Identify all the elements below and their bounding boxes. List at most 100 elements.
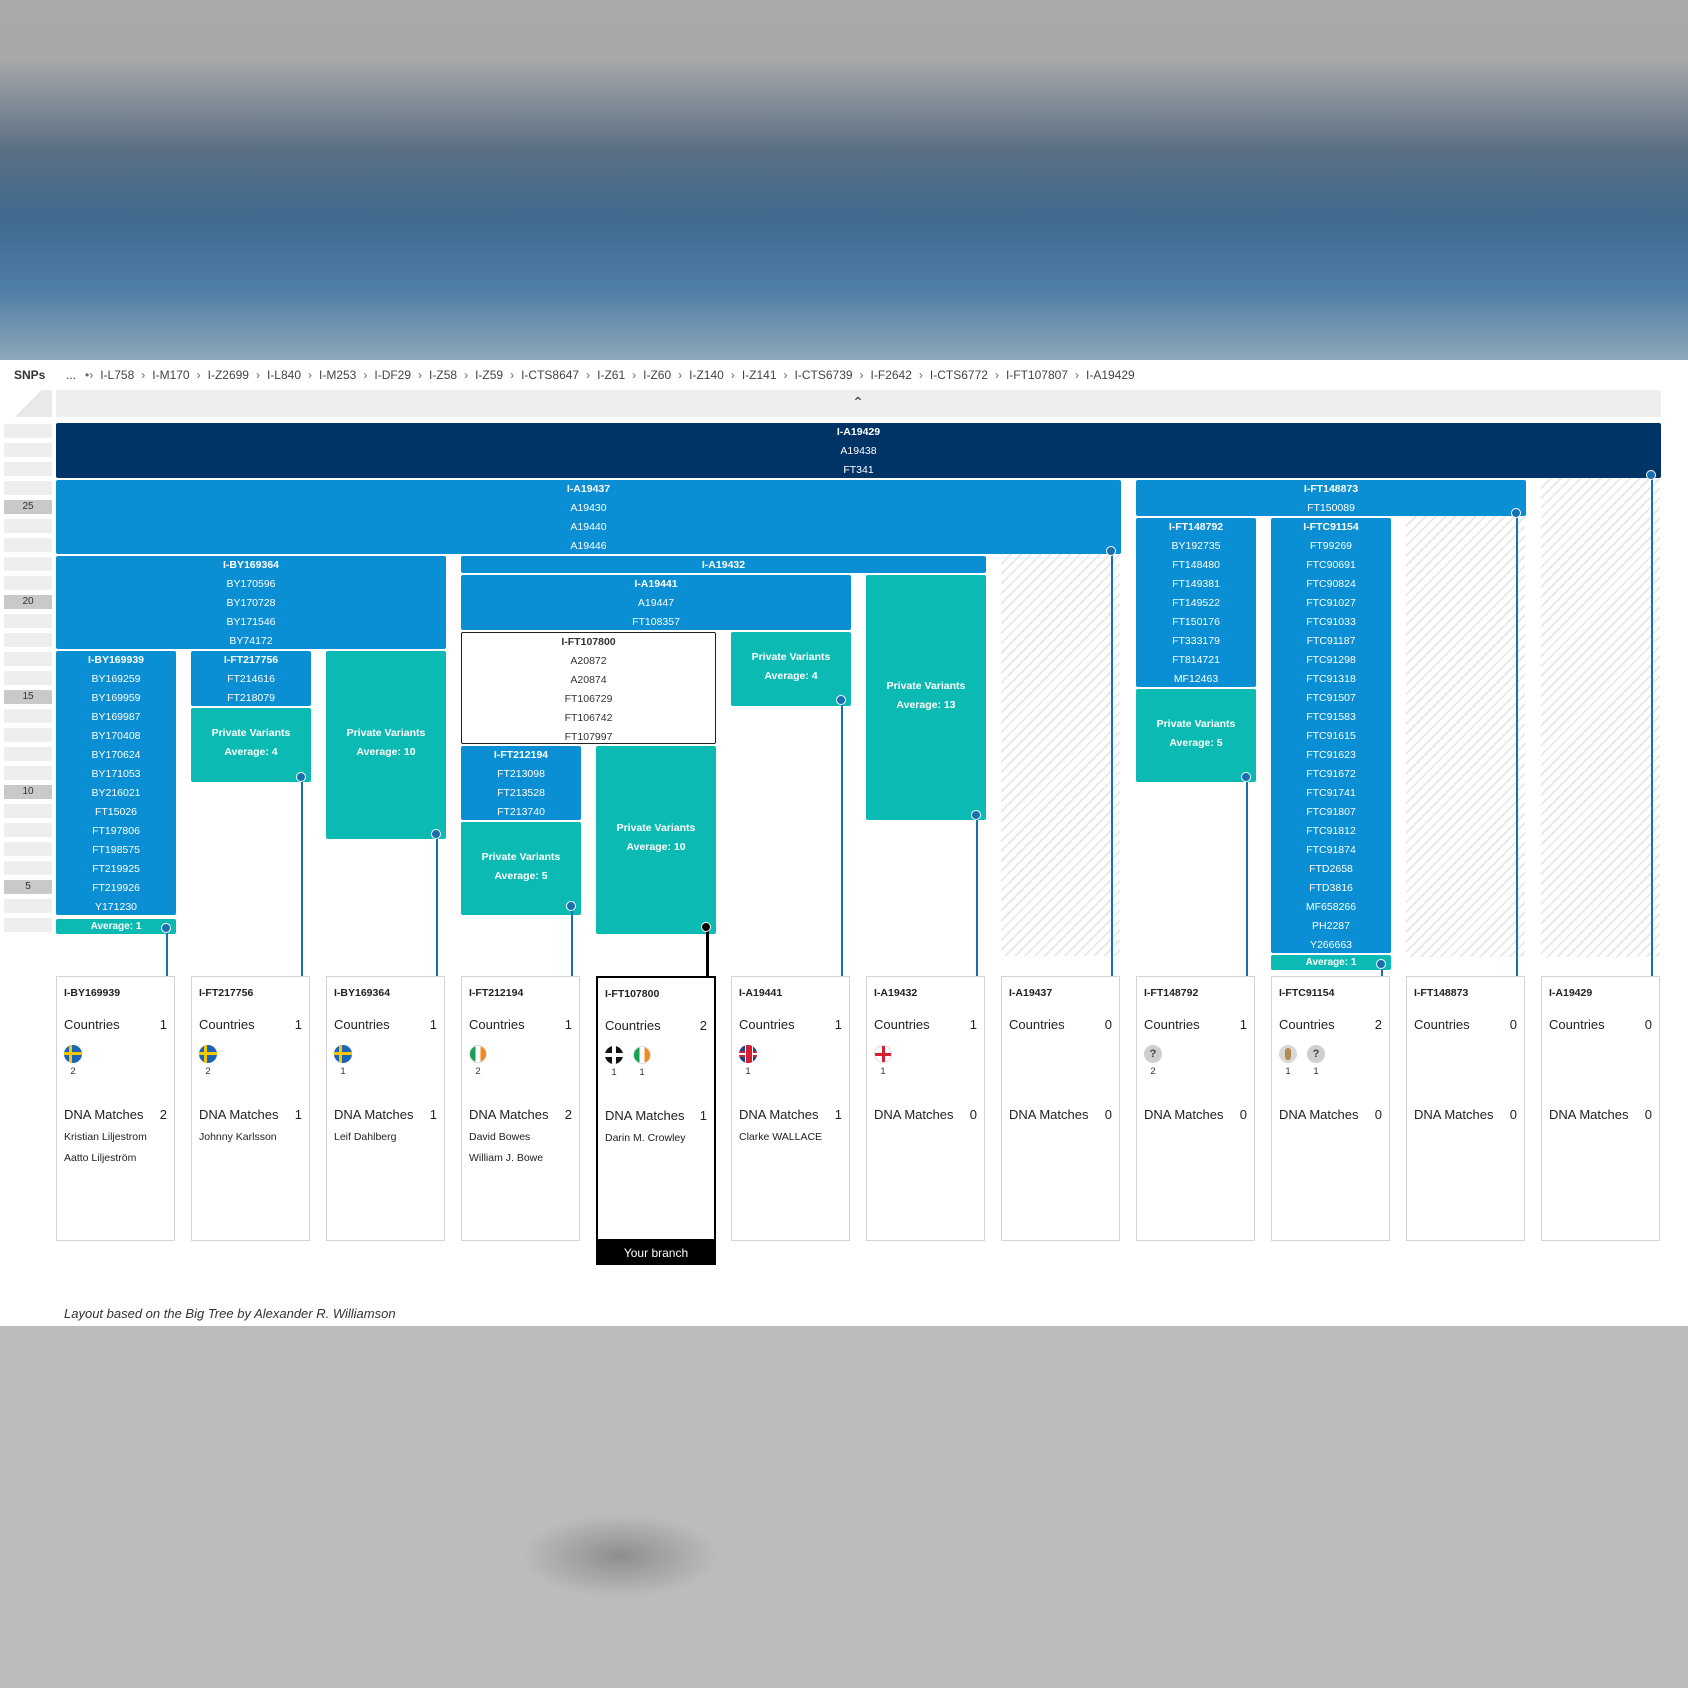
branch-name: I-FT148873 [1303,483,1359,495]
snp-label: PH2287 [1312,920,1350,932]
branch-card[interactable]: I-FT212194 Countries 1 2 DNA Matches 2 David B… [461,976,580,1241]
branch-block-a19437[interactable]: I-A19437 A19430 A19440 A19446 [56,480,1121,554]
branch-block-ftc91154[interactable]: I-FTC91154 FT99269 FTC90691 FTC90824 FTC9102… [1271,518,1391,953]
unknown-flag-icon[interactable]: ? [1307,1045,1325,1063]
ruler-row [4,462,52,476]
private-variants-ft217756[interactable]: Private Variants Average: 4 [191,708,311,782]
chevron-up-icon[interactable]: ⌃ [852,394,864,410]
dna-matches-label: DNA Matches [1009,1107,1089,1122]
countries-count: 1 [834,1017,842,1032]
private-variants-ft107800[interactable]: Private Variants Average: 10 [596,746,716,934]
breadcrumb-item[interactable]: I-Z58 [429,368,458,382]
branch-card[interactable]: I-FT107800 Countries 2 1 1 DNA Matches 1 Darin … [596,976,716,1241]
private-variants-a19432[interactable]: Private Variants Average: 13 [866,575,986,820]
breadcrumb-item[interactable]: I-Z61 [597,368,626,382]
branch-block-by169939[interactable]: I-BY169939 BY169259 BY169959 BY169987 BY1704… [56,651,176,915]
cornwall-flag-icon[interactable] [605,1046,623,1064]
branch-block-a19441[interactable]: I-A19441 A19447 FT108357 [461,575,851,630]
private-variants-ft212194[interactable]: Private Variants Average: 5 [461,822,581,915]
match-name[interactable]: Johnny Karlsson [199,1131,277,1143]
match-name[interactable]: Aatto Liljeström [64,1152,137,1164]
branch-card[interactable]: I-A19437 Countries 0 DNA Matches 0 [1001,976,1120,1241]
breadcrumb-item[interactable]: I-CTS8647 [521,368,580,382]
ruler-row [4,861,52,875]
private-variants-by169364[interactable]: Private Variants Average: 10 [326,651,446,839]
branch-name: I-FT217756 [223,654,279,666]
breadcrumb-item[interactable]: I-Z59 [475,368,504,382]
breadcrumb-item[interactable]: I-L840 [266,368,301,382]
match-name[interactable]: Leif Dahlberg [334,1131,397,1143]
dna-matches-count: 1 [834,1107,842,1122]
ruler-row [4,519,52,533]
branch-block-ft212194[interactable]: I-FT212194 FT213098 FT213528 FT213740 [461,746,581,820]
england-flag-icon[interactable] [874,1045,892,1063]
breadcrumb-item[interactable]: I-DF29 [374,368,412,382]
ireland-flag-icon[interactable] [469,1045,487,1063]
branch-card[interactable]: I-BY169939 Countries 1 2 DNA Matches 2 Kristia… [56,976,175,1241]
branch-card[interactable]: I-FT148873 Countries 0 DNA Matches 0 [1406,976,1525,1241]
snp-label: FT219925 [92,863,140,875]
breadcrumb-item[interactable]: I-F2642 [870,368,912,382]
branch-block-ft148792[interactable]: I-FT148792 BY192735 FT148480 FT149381 FT1495… [1136,518,1256,687]
snp-label: FT333179 [1172,635,1220,647]
breadcrumb-item[interactable]: I-Z140 [689,368,724,382]
flag-count: 2 [475,1066,481,1077]
ireland-flag-icon[interactable] [633,1046,651,1064]
snp-label: FT15026 [94,806,138,818]
sweden-flag-icon[interactable] [64,1045,82,1063]
branch-card[interactable]: I-A19441 Countries 1 1 DNA Matches 1 Clarke WA… [731,976,850,1241]
branch-block-by169364[interactable]: I-BY169364 BY170596 BY170728 BY171546 BY7417… [56,556,446,649]
branch-block-ft217756[interactable]: I-FT217756 FT214616 FT218079 [191,651,311,706]
snp-label: FT213740 [497,806,545,818]
branch-block-ft148873[interactable]: I-FT148873 FT150089 [1136,480,1526,516]
card-title: I-BY169364 [334,987,391,999]
sweden-flag-icon[interactable] [334,1045,352,1063]
snp-label: BY169959 [91,692,141,704]
branch-card[interactable]: I-BY169364 Countries 1 1 DNA Matches 1 Leif Da… [326,976,445,1241]
snp-label: FT108357 [632,616,680,628]
breadcrumb-item[interactable]: I-L758 [100,368,135,382]
breadcrumb-item[interactable]: I-FT107807 [1005,368,1068,382]
branch-card[interactable]: I-FT148792 Countries 1? 2 DNA Matches 0 [1136,976,1255,1241]
collapse-bar[interactable] [56,390,1661,417]
match-name[interactable]: William J. Bowe [469,1152,544,1164]
branch-block-ft107800[interactable]: I-FT107800 A20872 A20874 FT106729 FT106742 FT… [461,632,716,744]
match-name[interactable]: Kristian Liljestrom [64,1131,147,1143]
snp-label: FT198575 [92,844,140,856]
uk-flag-icon[interactable] [739,1045,757,1063]
snp-label: FTD2658 [1309,863,1353,875]
breadcrumb-item[interactable]: I-CTS6739 [794,368,853,382]
sweden-flag-icon[interactable] [199,1045,217,1063]
private-variants-a19441[interactable]: Private Variants Average: 4 [731,632,851,706]
branch-card[interactable]: I-A19432 Countries 1 1 DNA Matches 0 [866,976,985,1241]
breadcrumb-item[interactable]: I-Z2699 [207,368,249,382]
snp-label: FTC91615 [1306,730,1356,742]
branch-block-a19432[interactable]: I-A19432 [461,556,986,573]
countries-count: 2 [699,1018,707,1033]
countries-count: 1 [159,1017,167,1032]
ruler-row [4,633,52,647]
breadcrumb-item[interactable]: I-CTS6772 [929,368,988,382]
branch-card[interactable]: I-FT217756 Countries 1 2 DNA Matches 1 Johnny … [191,976,310,1241]
match-name[interactable]: Clarke WALLACE [739,1131,823,1143]
breadcrumb-item[interactable]: I-M253 [319,368,357,382]
snp-label: FTC91033 [1306,616,1356,628]
quill-flag-icon[interactable] [1279,1045,1297,1063]
branch-card[interactable]: I-FTC91154 Countries 2 1? 1 DNA Matches 0 [1271,976,1390,1241]
ruler-label: 25 [4,500,52,514]
breadcrumb-item[interactable]: I-Z141 [741,368,777,382]
match-name[interactable]: Darin M. Crowley [605,1132,686,1144]
connector-node [836,695,846,705]
dna-matches-count: 0 [1374,1107,1382,1122]
branch-name: I-A19432 [701,559,746,571]
breadcrumb-item[interactable]: I-Z60 [643,368,672,382]
branch-card[interactable]: I-A19429 Countries 0 DNA Matches 0 [1541,976,1660,1241]
breadcrumb-item[interactable]: I-A19429 [1085,368,1135,382]
flag-count: 1 [611,1067,617,1078]
breadcrumb-item[interactable]: I-M170 [152,368,190,382]
branch-block-root[interactable]: I-A19429 A19438 FT341 [56,423,1661,478]
match-name[interactable]: David Bowes [469,1131,531,1143]
unknown-flag-icon[interactable]: ? [1144,1045,1162,1063]
breadcrumb-ellipsis[interactable]: ... [66,368,77,382]
private-variants-ft148792[interactable]: Private Variants Average: 5 [1136,689,1256,782]
